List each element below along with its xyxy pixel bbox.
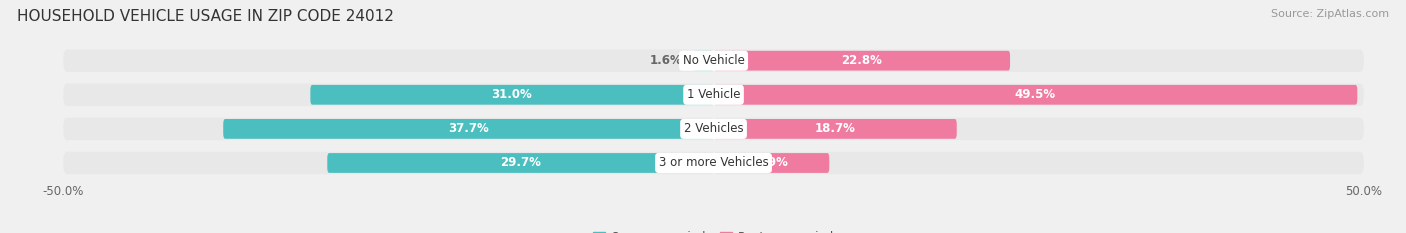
Text: 8.9%: 8.9% (755, 157, 787, 169)
FancyBboxPatch shape (224, 119, 713, 139)
Text: 3 or more Vehicles: 3 or more Vehicles (658, 157, 769, 169)
FancyBboxPatch shape (311, 85, 713, 105)
FancyBboxPatch shape (693, 51, 713, 71)
FancyBboxPatch shape (63, 84, 1364, 106)
FancyBboxPatch shape (63, 152, 1364, 174)
FancyBboxPatch shape (713, 153, 830, 173)
Text: 29.7%: 29.7% (501, 157, 541, 169)
Text: 1 Vehicle: 1 Vehicle (686, 88, 741, 101)
Text: HOUSEHOLD VEHICLE USAGE IN ZIP CODE 24012: HOUSEHOLD VEHICLE USAGE IN ZIP CODE 2401… (17, 9, 394, 24)
Text: 1.6%: 1.6% (650, 54, 682, 67)
Text: Source: ZipAtlas.com: Source: ZipAtlas.com (1271, 9, 1389, 19)
FancyBboxPatch shape (328, 153, 713, 173)
FancyBboxPatch shape (713, 51, 1010, 71)
FancyBboxPatch shape (63, 118, 1364, 140)
FancyBboxPatch shape (713, 119, 956, 139)
FancyBboxPatch shape (63, 49, 1364, 72)
FancyBboxPatch shape (713, 85, 1357, 105)
Text: 31.0%: 31.0% (492, 88, 533, 101)
Text: 37.7%: 37.7% (449, 122, 489, 135)
Legend: Owner-occupied, Renter-occupied: Owner-occupied, Renter-occupied (588, 226, 839, 233)
Text: 22.8%: 22.8% (841, 54, 882, 67)
Text: 49.5%: 49.5% (1015, 88, 1056, 101)
Text: 18.7%: 18.7% (814, 122, 856, 135)
Text: No Vehicle: No Vehicle (682, 54, 745, 67)
Text: 2 Vehicles: 2 Vehicles (683, 122, 744, 135)
